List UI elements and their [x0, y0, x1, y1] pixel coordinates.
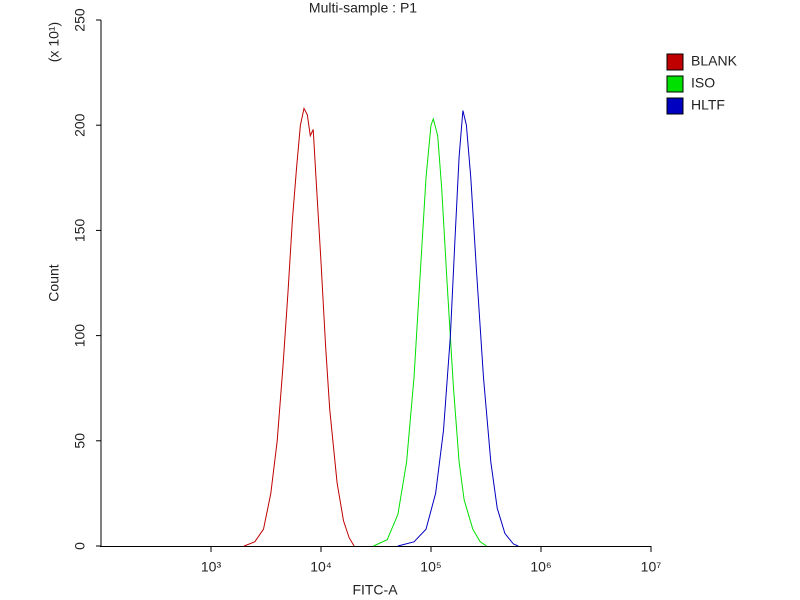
x-tick-label: 10⁵ [420, 559, 441, 575]
y-axis-label: Count [46, 264, 62, 301]
chart-title: Multi-sample : P1 [309, 0, 417, 16]
legend-label: HLTF [691, 97, 725, 113]
y-tick-label: 0 [72, 542, 88, 550]
legend-swatch [666, 75, 684, 93]
series-line [373, 117, 487, 547]
legend-label: BLANK [691, 53, 738, 69]
x-tick-label: 10⁷ [641, 559, 662, 575]
y-multiplier: (x 10¹) [46, 22, 62, 62]
y-tick-label: 250 [72, 8, 88, 32]
legend-label: ISO [691, 75, 715, 91]
x-tick-label: 10⁴ [310, 559, 332, 575]
y-tick-label: 200 [72, 113, 88, 137]
x-tick-label: 10⁶ [530, 559, 551, 575]
series-line [397, 110, 519, 547]
legend-swatch [666, 97, 684, 115]
y-tick-label: 150 [72, 219, 88, 243]
x-tick-label: 10³ [201, 559, 222, 575]
legend-swatch [666, 53, 684, 71]
x-axis-label: FITC-A [352, 582, 398, 598]
y-tick-label: 50 [72, 433, 88, 449]
series-line [243, 106, 355, 547]
y-tick-label: 100 [72, 324, 88, 348]
